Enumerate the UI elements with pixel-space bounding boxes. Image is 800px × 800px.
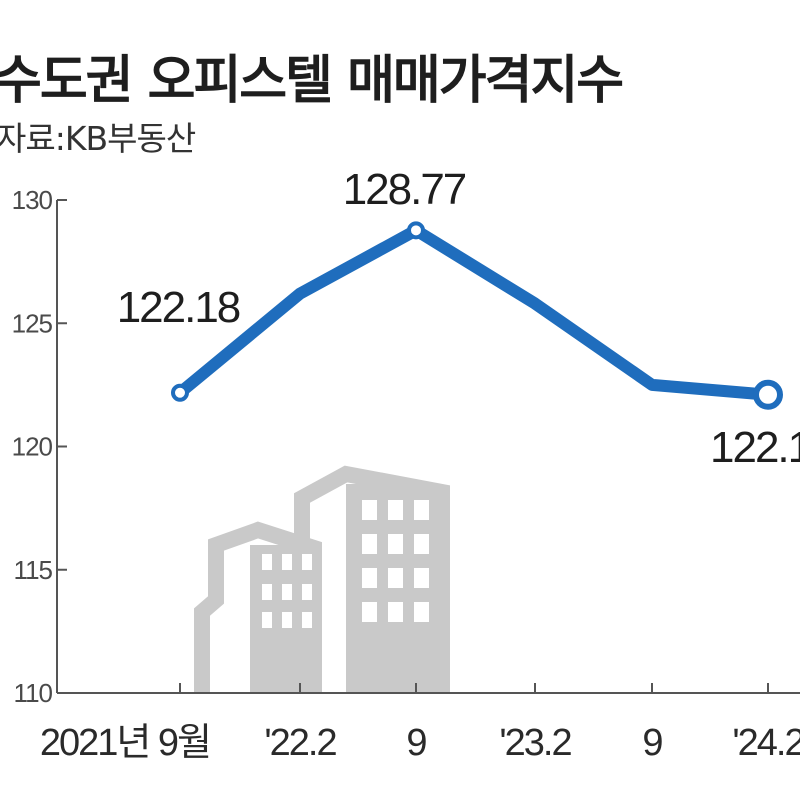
building-window (302, 554, 312, 570)
x-tick-label: '22.2 (264, 722, 336, 764)
building-window (388, 500, 403, 520)
x-tick-label: 2021년 9월 (40, 722, 210, 764)
area-under-line (180, 230, 768, 693)
y-axis-ticks: 110 115 120 125 130 (12, 185, 67, 708)
building-window (362, 500, 377, 520)
building-window (388, 602, 403, 622)
y-tick-label: 120 (12, 432, 53, 462)
building-window (362, 568, 377, 588)
building-window (282, 584, 292, 600)
building-window (262, 554, 272, 570)
building-window (282, 612, 292, 628)
building-windows-right (346, 484, 442, 693)
y-tick-label: 130 (12, 185, 53, 215)
data-label: 128.77 (343, 165, 466, 214)
building-window (262, 612, 272, 628)
building-icon (194, 465, 450, 693)
building-window (388, 568, 403, 588)
x-tick-label: '24.2 (732, 722, 800, 764)
data-point (171, 383, 189, 402)
x-tick-label: '23.2 (499, 722, 571, 764)
building-window (388, 534, 403, 554)
source-note: 자료:KB부동산 (0, 119, 196, 158)
series-line (174, 224, 774, 401)
x-axis-ticks: 2021년 9월 '22.2 9 '23.2 9 '24.2 (40, 683, 800, 764)
building-window (414, 602, 429, 622)
data-label: 122.1 (710, 423, 800, 472)
building-window (302, 612, 312, 628)
chart-title: 수도권 오피스텔 매매가격지수 (0, 51, 624, 111)
data-labels: 122.18 128.77 122.1 (117, 165, 800, 472)
building-window (262, 584, 272, 600)
x-tick-label: 9 (406, 722, 426, 764)
building-windows-left (250, 545, 314, 693)
x-tick-label: 9 (642, 722, 662, 764)
data-label: 122.18 (117, 283, 240, 332)
building-window (414, 500, 429, 520)
y-tick-label: 110 (14, 678, 53, 708)
y-tick-label: 115 (14, 555, 53, 585)
building-window (362, 534, 377, 554)
building-window (414, 568, 429, 588)
data-points (171, 221, 783, 410)
building-window (282, 554, 292, 570)
building-window (302, 584, 312, 600)
building-window (414, 534, 429, 554)
building-window (362, 602, 377, 622)
data-point (753, 379, 783, 410)
y-tick-label: 125 (12, 308, 53, 338)
data-point (407, 221, 425, 240)
